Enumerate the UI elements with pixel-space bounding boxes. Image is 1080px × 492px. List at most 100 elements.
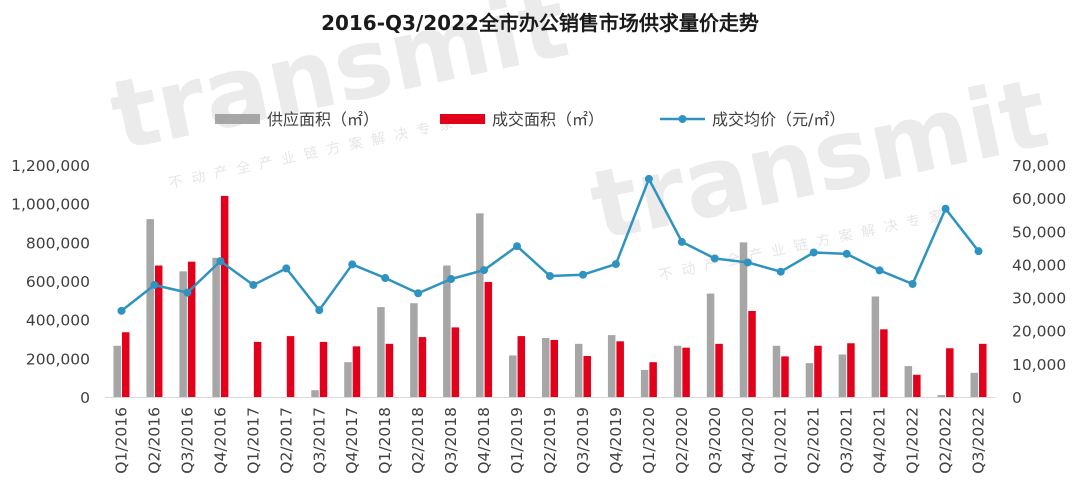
price-point [842,249,851,258]
price-point [480,266,489,275]
x-tick-label: Q2/2021 [805,407,823,474]
x-tick-label: Q2/2019 [541,407,559,474]
price-point [875,266,884,275]
supply-bar [410,303,418,397]
price-point [710,254,719,263]
x-tick-label: Q4/2018 [475,407,493,474]
transaction-bar [550,339,558,397]
x-tick-label: Q1/2022 [904,407,922,474]
legend-marker [678,115,687,123]
supply-bar [476,213,484,397]
right-axis: 0 10,000 20,000 30,000 40,000 50,000 60,000 70,… [1012,157,1066,407]
price-point [611,260,620,269]
left-tick-label: 1,200,000 [11,157,90,175]
price-point [743,258,752,267]
transaction-bar [649,362,657,397]
price-point [381,274,390,283]
supply-bar [937,395,946,397]
x-tick-label: Q3/2020 [706,407,724,474]
transaction-bar [451,327,460,397]
price-point [414,289,423,298]
x-tick-label: Q3/2016 [178,407,196,474]
x-tick-label: Q1/2019 [508,407,526,474]
supply-bar [772,345,781,397]
transaction-bar [154,265,163,397]
supply-bar [542,338,550,397]
transaction-bar [781,356,789,397]
transaction-bar [814,345,822,397]
price-point [546,272,554,281]
price-point [809,248,818,257]
supply-bar [739,242,748,397]
legend-label: 成交均价（元/㎡） [712,110,845,129]
legend-label: 供应面积（㎡） [267,110,379,129]
left-tick-label: 0 [80,389,90,407]
x-tick-label: Q3/2022 [970,407,988,474]
transaction-bar [253,341,262,397]
right-tick-label: 30,000 [1012,290,1066,308]
transaction-bar [748,310,756,397]
price-point [249,280,258,289]
right-tick-label: 50,000 [1012,223,1066,241]
transaction-bar [418,337,427,397]
left-tick-label: 200,000 [26,350,90,368]
supply-bar [443,265,451,397]
transaction-bar [352,346,361,397]
right-tick-label: 60,000 [1012,190,1066,208]
legend-swatch [440,114,485,124]
x-tick-label: Q4/2019 [607,407,625,474]
x-tick-label: Q3/2018 [442,407,460,474]
x-tick-label: Q2/2017 [277,407,295,474]
price-point [644,174,653,183]
legend-item-2: 成交面积（㎡） [440,110,604,129]
right-tick-label: 40,000 [1012,256,1066,274]
supply-bar [640,369,649,397]
supply-bar [706,293,715,397]
x-tick-label: Q4/2020 [739,407,757,474]
transaction-bar [847,343,855,397]
supply-bar [377,307,385,397]
x-tick-label: Q1/2017 [244,407,262,474]
price-point [578,270,587,279]
bars [113,195,987,397]
price-point [908,279,917,288]
transaction-bar [220,195,229,397]
price-point [677,237,686,246]
price-point [513,242,522,251]
supply-bar [146,219,154,397]
transaction-bar [517,336,526,397]
transaction-bar [913,374,921,397]
price-point [447,275,456,284]
right-tick-label: 10,000 [1012,356,1066,374]
supply-bar [344,362,352,397]
transaction-bar [385,343,394,397]
transaction-bar [121,332,130,397]
supply-bar [805,363,814,397]
price-point [117,306,126,315]
left-tick-label: 600,000 [26,273,90,291]
supply-bar [838,354,847,397]
price-point [216,257,225,266]
x-tick-label: Q1/2018 [376,407,394,474]
supply-bar [179,271,187,397]
supply-bar [212,257,220,397]
x-tick-label: Q1/2020 [640,407,658,474]
supply-bar [673,345,682,397]
transaction-bar [979,343,987,397]
x-axis: Q1/2016 Q2/2016 Q3/2016 Q4/2016 Q1/2017 Q2/20… [105,397,995,474]
x-tick-label: Q1/2016 [112,407,130,474]
watermark-brand: transmit [581,57,1057,263]
legend-item-1: 供应面积（㎡） [215,110,379,129]
right-tick-label: 20,000 [1012,323,1066,341]
legend-swatch [215,114,260,124]
left-tick-label: 1,000,000 [11,196,90,214]
supply-bar [574,343,583,397]
price-point [974,247,983,256]
x-tick-label: Q3/2021 [838,407,856,474]
x-tick-label: Q1/2021 [772,407,790,474]
supply-bar [607,335,616,397]
x-tick-label: Q2/2020 [673,407,691,474]
transaction-bar [286,336,295,397]
